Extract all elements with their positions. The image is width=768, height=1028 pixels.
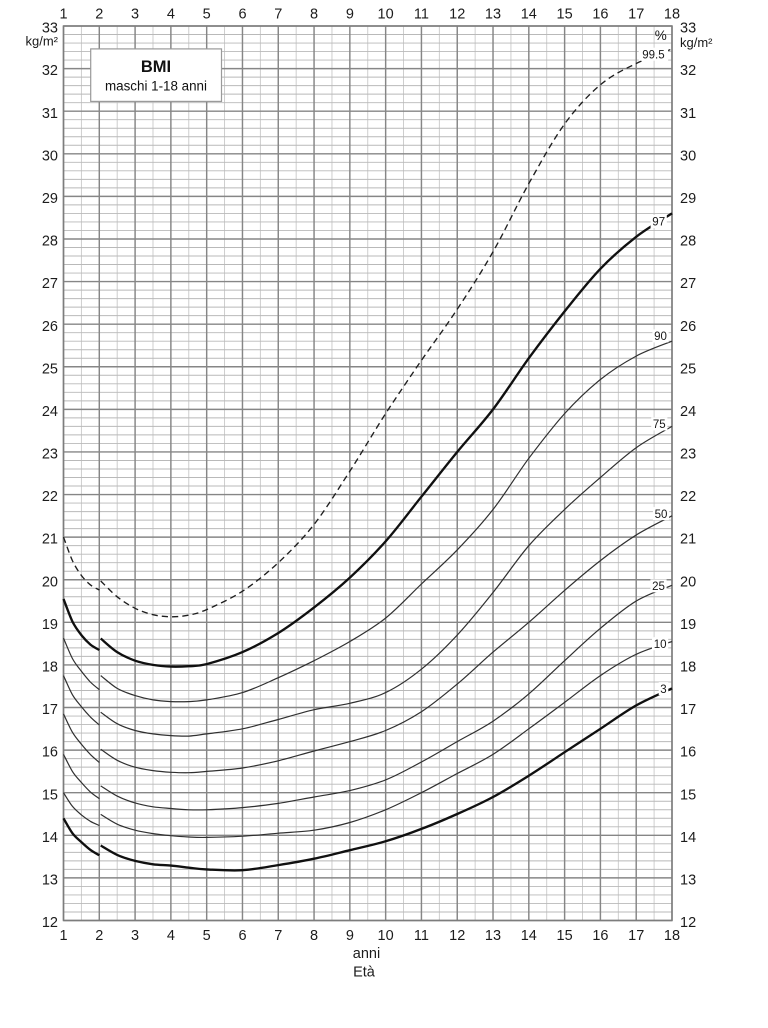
svg-text:18: 18	[664, 928, 680, 944]
svg-text:12: 12	[42, 915, 58, 931]
svg-text:29: 29	[680, 191, 696, 207]
svg-text:90: 90	[654, 331, 667, 343]
svg-text:18: 18	[42, 660, 58, 676]
svg-text:10: 10	[378, 928, 394, 944]
svg-text:10: 10	[654, 639, 667, 651]
svg-text:7: 7	[274, 7, 282, 23]
svg-text:3: 3	[660, 684, 666, 696]
svg-text:8: 8	[310, 7, 318, 23]
svg-text:21: 21	[42, 532, 58, 548]
svg-text:13: 13	[680, 873, 696, 889]
svg-text:75: 75	[653, 419, 666, 431]
svg-text:14: 14	[42, 830, 58, 846]
svg-text:24: 24	[680, 404, 696, 420]
svg-text:20: 20	[680, 574, 696, 590]
svg-text:18: 18	[664, 7, 680, 23]
svg-text:27: 27	[42, 276, 58, 292]
svg-text:1: 1	[59, 928, 67, 944]
svg-text:16: 16	[680, 745, 696, 761]
svg-text:kg/m²: kg/m²	[26, 34, 59, 49]
svg-text:4: 4	[167, 928, 175, 944]
svg-text:16: 16	[592, 7, 608, 23]
svg-text:12: 12	[680, 915, 696, 931]
svg-text:28: 28	[42, 234, 58, 250]
svg-text:28: 28	[680, 234, 696, 250]
svg-text:6: 6	[238, 928, 246, 944]
svg-text:97: 97	[652, 217, 665, 229]
svg-text:23: 23	[42, 447, 58, 463]
svg-text:15: 15	[557, 928, 573, 944]
svg-text:17: 17	[628, 928, 644, 944]
svg-text:23: 23	[680, 447, 696, 463]
svg-text:5: 5	[203, 928, 211, 944]
svg-text:25: 25	[42, 361, 58, 377]
svg-text:30: 30	[42, 148, 58, 164]
svg-text:30: 30	[680, 148, 696, 164]
svg-text:20: 20	[42, 574, 58, 590]
svg-text:11: 11	[414, 928, 429, 944]
svg-text:15: 15	[42, 787, 58, 803]
svg-text:22: 22	[680, 489, 696, 505]
svg-text:13: 13	[485, 7, 501, 23]
svg-text:11: 11	[414, 7, 429, 23]
svg-text:anni: anni	[353, 946, 380, 962]
svg-text:14: 14	[521, 7, 537, 23]
svg-text:16: 16	[592, 928, 608, 944]
svg-text:16: 16	[42, 745, 58, 761]
svg-text:31: 31	[42, 106, 58, 122]
svg-text:29: 29	[42, 191, 58, 207]
svg-text:50: 50	[655, 509, 668, 521]
svg-text:maschi 1-18 anni: maschi 1-18 anni	[105, 79, 207, 94]
svg-text:12: 12	[449, 928, 465, 944]
svg-text:22: 22	[42, 489, 58, 505]
svg-text:31: 31	[680, 106, 696, 122]
svg-text:33: 33	[42, 21, 58, 37]
svg-text:32: 32	[42, 63, 58, 79]
svg-text:13: 13	[42, 873, 58, 889]
svg-text:8: 8	[310, 928, 318, 944]
svg-text:2: 2	[95, 928, 103, 944]
svg-text:Età: Età	[353, 965, 376, 981]
svg-text:27: 27	[680, 276, 696, 292]
svg-text:4: 4	[167, 7, 175, 23]
svg-text:99.5: 99.5	[642, 49, 664, 61]
svg-text:18: 18	[680, 660, 696, 676]
svg-text:2: 2	[95, 7, 103, 23]
svg-text:9: 9	[346, 7, 354, 23]
svg-text:17: 17	[628, 7, 644, 23]
svg-text:17: 17	[680, 702, 696, 718]
svg-text:19: 19	[680, 617, 696, 633]
svg-text:24: 24	[42, 404, 58, 420]
svg-text:kg/m²: kg/m²	[680, 35, 713, 50]
svg-text:26: 26	[680, 319, 696, 335]
svg-text:32: 32	[680, 63, 696, 79]
svg-text:14: 14	[521, 928, 537, 944]
svg-text:25: 25	[680, 361, 696, 377]
svg-text:3: 3	[131, 928, 139, 944]
svg-text:%: %	[655, 28, 667, 43]
svg-text:21: 21	[680, 532, 696, 548]
svg-text:10: 10	[378, 7, 394, 23]
svg-text:15: 15	[557, 7, 573, 23]
svg-text:1: 1	[59, 7, 67, 23]
svg-text:25: 25	[652, 581, 665, 593]
svg-text:BMI: BMI	[141, 58, 171, 76]
svg-text:13: 13	[485, 928, 501, 944]
svg-text:6: 6	[238, 7, 246, 23]
svg-text:14: 14	[680, 830, 696, 846]
svg-text:26: 26	[42, 319, 58, 335]
svg-text:5: 5	[203, 7, 211, 23]
svg-text:19: 19	[42, 617, 58, 633]
svg-text:33: 33	[680, 21, 696, 37]
svg-text:9: 9	[346, 928, 354, 944]
svg-text:15: 15	[680, 787, 696, 803]
svg-text:12: 12	[449, 7, 465, 23]
svg-text:3: 3	[131, 7, 139, 23]
svg-text:7: 7	[274, 928, 282, 944]
svg-text:17: 17	[42, 702, 58, 718]
